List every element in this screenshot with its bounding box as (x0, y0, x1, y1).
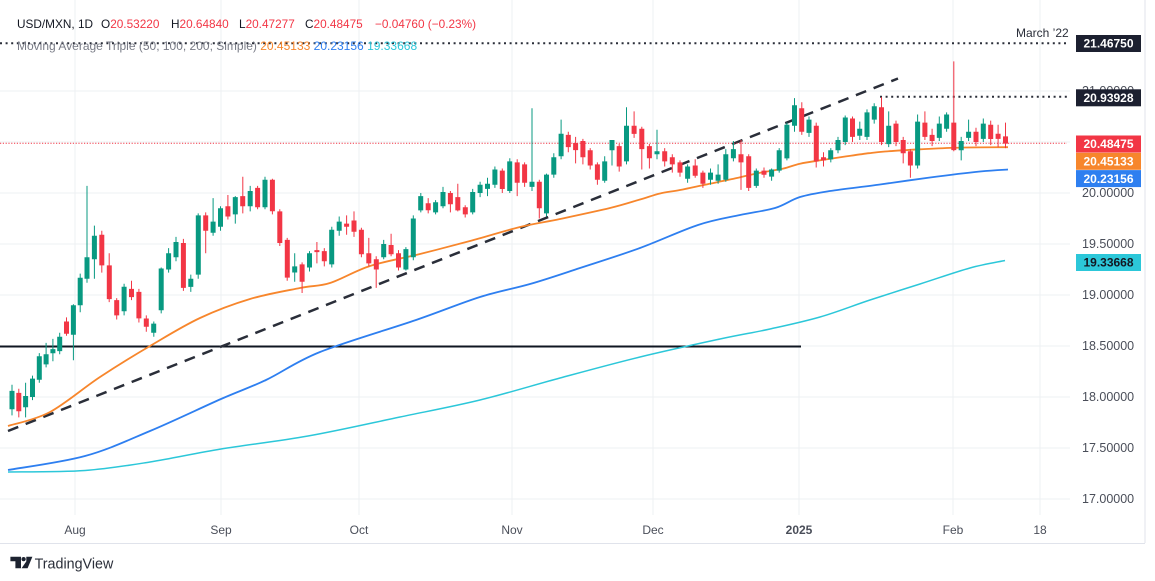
svg-text:March ’22: March ’22 (1016, 26, 1069, 40)
svg-text:Moving Average Triple (50, 100: Moving Average Triple (50, 100, 200; Sim… (17, 39, 417, 53)
svg-text:20.00000: 20.00000 (1082, 186, 1134, 200)
svg-text:2025: 2025 (786, 523, 813, 537)
svg-text:20.48475: 20.48475 (1083, 137, 1133, 151)
svg-text:Aug: Aug (64, 523, 85, 537)
svg-text:18.50000: 18.50000 (1082, 339, 1134, 353)
svg-text:C20.48475: C20.48475 (305, 17, 363, 31)
svg-text:USD/MXN, 1D: USD/MXN, 1D (17, 17, 93, 31)
svg-text:L20.47277: L20.47277 (239, 17, 295, 31)
svg-text:20.23156: 20.23156 (1083, 172, 1133, 186)
svg-text:21.46750: 21.46750 (1083, 37, 1133, 51)
svg-text:19.50000: 19.50000 (1082, 237, 1134, 251)
svg-text:17.50000: 17.50000 (1082, 441, 1134, 455)
svg-text:TradingView: TradingView (35, 557, 114, 573)
svg-text:Nov: Nov (501, 523, 522, 537)
svg-text:20.45133: 20.45133 (1083, 155, 1133, 169)
svg-text:Oct: Oct (350, 523, 369, 537)
svg-text:17.00000: 17.00000 (1082, 492, 1134, 506)
svg-text:19.33668: 19.33668 (1083, 256, 1133, 270)
svg-text:Dec: Dec (642, 523, 663, 537)
svg-text:O20.53220: O20.53220 (101, 17, 160, 31)
svg-text:18.00000: 18.00000 (1082, 390, 1134, 404)
svg-text:Sep: Sep (210, 523, 232, 537)
svg-text:20.93928: 20.93928 (1083, 91, 1133, 105)
svg-text:18: 18 (1033, 523, 1047, 537)
svg-text:19.00000: 19.00000 (1082, 288, 1134, 302)
svg-text:−0.04760 (−0.23%): −0.04760 (−0.23%) (375, 17, 476, 31)
svg-text:H20.64840: H20.64840 (171, 17, 229, 31)
svg-text:Feb: Feb (943, 523, 964, 537)
